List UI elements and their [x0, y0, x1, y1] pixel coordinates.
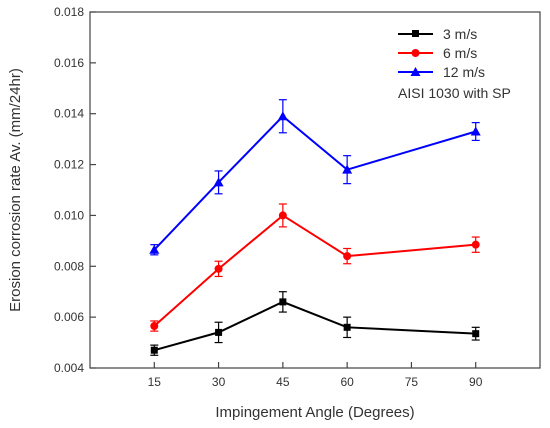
data-point-6ms-60	[343, 252, 352, 261]
data-point-6ms-90	[471, 240, 480, 249]
legend-marker-6ms	[411, 49, 420, 57]
data-point-12ms-60	[342, 164, 353, 174]
y-tick-label-0.012: 0.012	[54, 158, 84, 172]
legend: 3 m/s 6 m/s 12 m/s AISI 1030 with SP	[398, 26, 511, 101]
x-tick-label-45: 45	[276, 375, 290, 389]
y-tick-label-0.016: 0.016	[54, 56, 84, 70]
series-6ms	[150, 203, 480, 332]
data-point-3ms-30	[215, 328, 223, 336]
series-3ms	[150, 291, 480, 356]
y-tick-label-0.008: 0.008	[54, 259, 84, 273]
y-tick-label-0.010: 0.010	[54, 208, 84, 222]
data-point-6ms-30	[214, 264, 223, 273]
plot-frame	[89, 11, 541, 369]
series-line-12ms	[153, 114, 476, 251]
series-layer	[149, 99, 481, 356]
data-point-12ms-30	[213, 177, 224, 187]
data-point-12ms-90	[470, 126, 481, 136]
data-point-12ms-45	[277, 111, 288, 121]
legend-label-3ms: 3 m/s	[443, 26, 477, 42]
x-tick-label-15: 15	[148, 375, 162, 389]
x-tick-label-30: 30	[212, 375, 226, 389]
y-axis-ticks: 0.004 0.006 0.008 0.010 0.012 0.014 0.016 0.018	[54, 5, 96, 375]
data-point-3ms-45	[279, 298, 287, 306]
x-tick-label-75: 75	[405, 375, 419, 389]
legend-label-12ms: 12 m/s	[443, 64, 485, 80]
legend-marker-3ms	[412, 30, 419, 37]
y-tick-label-0.006: 0.006	[54, 310, 84, 324]
data-point-3ms-90	[472, 330, 480, 338]
series-line-6ms	[153, 214, 476, 327]
y-axis-title: Erosion corrosion rate Av. (mm/24hr)	[7, 68, 24, 312]
series-line-3ms	[154, 300, 476, 352]
data-point-3ms-60	[343, 323, 351, 331]
data-point-6ms-45	[278, 211, 287, 220]
y-tick-label-0.018: 0.018	[54, 5, 84, 19]
legend-note: AISI 1030 with SP	[398, 85, 511, 101]
y-tick-label-0.004: 0.004	[54, 361, 84, 375]
x-tick-label-90: 90	[469, 375, 483, 389]
x-axis-title: Impingement Angle (Degrees)	[215, 404, 414, 421]
series-12ms	[149, 99, 481, 256]
legend-label-6ms: 6 m/s	[443, 45, 477, 61]
x-axis-ticks: 15 30 45 60 75 90	[148, 362, 483, 389]
x-tick-label-60: 60	[340, 375, 354, 389]
data-point-6ms-15	[150, 322, 159, 331]
y-tick-label-0.014: 0.014	[54, 107, 84, 121]
legend-marker-12ms	[410, 67, 421, 76]
data-point-12ms-15	[149, 244, 160, 254]
data-point-3ms-15	[150, 346, 158, 354]
